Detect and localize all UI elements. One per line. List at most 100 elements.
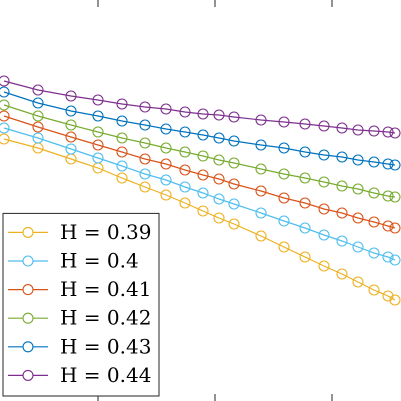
point-marker <box>213 154 225 166</box>
point-marker <box>228 218 240 230</box>
point-marker <box>278 142 290 154</box>
point-marker <box>336 180 348 192</box>
series-line <box>3 127 396 261</box>
point-marker <box>299 251 311 263</box>
point-marker <box>213 173 225 185</box>
point-marker <box>116 98 128 110</box>
legend-marker <box>22 312 34 324</box>
point-marker <box>92 110 104 122</box>
point-marker <box>179 146 191 158</box>
point-marker <box>139 137 151 149</box>
series-line <box>3 80 396 134</box>
point-marker <box>160 174 172 186</box>
point-marker <box>336 268 348 280</box>
point-marker <box>352 241 364 253</box>
legend-label: H = 0.4 <box>60 249 139 273</box>
point-marker <box>382 126 394 138</box>
legend: H = 0.39 H = 0.4 H = 0.41 H = 0.42 H = 0.43 H… <box>2 212 160 397</box>
legend-box <box>2 212 160 397</box>
point-marker <box>65 143 77 155</box>
point-marker <box>179 126 191 138</box>
point-marker <box>255 185 267 197</box>
point-marker <box>368 125 380 137</box>
point-marker <box>65 105 77 117</box>
point-marker <box>213 109 225 121</box>
legend-marker <box>22 284 34 296</box>
point-marker <box>278 192 290 204</box>
point-marker <box>179 197 191 209</box>
point-marker <box>139 181 151 193</box>
point-marker <box>228 135 240 147</box>
point-marker <box>299 222 311 234</box>
point-marker <box>160 123 172 135</box>
series <box>0 133 401 306</box>
point-marker <box>139 153 151 165</box>
series <box>0 86 401 171</box>
point-marker <box>382 251 394 263</box>
point-marker <box>92 126 104 138</box>
legend-label: H = 0.43 <box>60 334 151 358</box>
point-marker <box>255 139 267 151</box>
point-marker <box>213 193 225 205</box>
point-marker <box>368 247 380 259</box>
legend-label: H = 0.44 <box>60 363 151 387</box>
point-marker <box>197 108 209 120</box>
legend-label: H = 0.39 <box>60 220 151 244</box>
point-marker <box>65 131 77 143</box>
point-marker <box>92 94 104 106</box>
point-marker <box>0 75 10 87</box>
series-line <box>3 115 396 229</box>
point-marker <box>318 260 330 272</box>
point-marker <box>389 254 401 266</box>
point-marker <box>278 116 290 128</box>
point-marker <box>318 229 330 241</box>
series <box>0 99 401 203</box>
point-marker <box>228 178 240 190</box>
point-marker <box>318 120 330 132</box>
legend-marker <box>22 226 34 238</box>
point-marker <box>116 172 128 184</box>
point-marker <box>336 207 348 219</box>
point-marker <box>116 160 128 172</box>
point-marker <box>278 215 290 227</box>
legend-marker <box>22 255 34 267</box>
point-marker <box>352 183 364 195</box>
point-marker <box>382 190 394 202</box>
point-marker <box>389 159 401 171</box>
point-marker <box>299 172 311 184</box>
point-marker <box>318 176 330 188</box>
point-marker <box>32 132 44 144</box>
series <box>0 110 401 234</box>
point-marker <box>352 154 364 166</box>
series <box>0 122 401 266</box>
series-line <box>3 138 396 301</box>
point-marker <box>160 103 172 115</box>
point-marker <box>213 212 225 224</box>
point-marker <box>0 99 10 111</box>
point-marker <box>336 122 348 134</box>
point-marker <box>368 216 380 228</box>
legend-marker <box>22 341 34 353</box>
legend-label: H = 0.41 <box>60 277 151 301</box>
point-marker <box>160 189 172 201</box>
point-marker <box>318 149 330 161</box>
point-marker <box>179 164 191 176</box>
point-marker <box>228 157 240 169</box>
point-marker <box>389 294 401 306</box>
point-marker <box>336 235 348 247</box>
point-marker <box>0 110 10 122</box>
point-marker <box>389 222 401 234</box>
point-marker <box>139 101 151 113</box>
point-marker <box>197 129 209 141</box>
legend-marker <box>22 369 34 381</box>
point-marker <box>32 110 44 122</box>
point-marker <box>197 187 209 199</box>
point-marker <box>318 203 330 215</box>
point-marker <box>368 284 380 296</box>
point-marker <box>0 86 10 98</box>
point-marker <box>65 119 77 131</box>
point-marker <box>32 121 44 133</box>
legend-label: H = 0.42 <box>60 306 151 330</box>
point-marker <box>116 146 128 158</box>
